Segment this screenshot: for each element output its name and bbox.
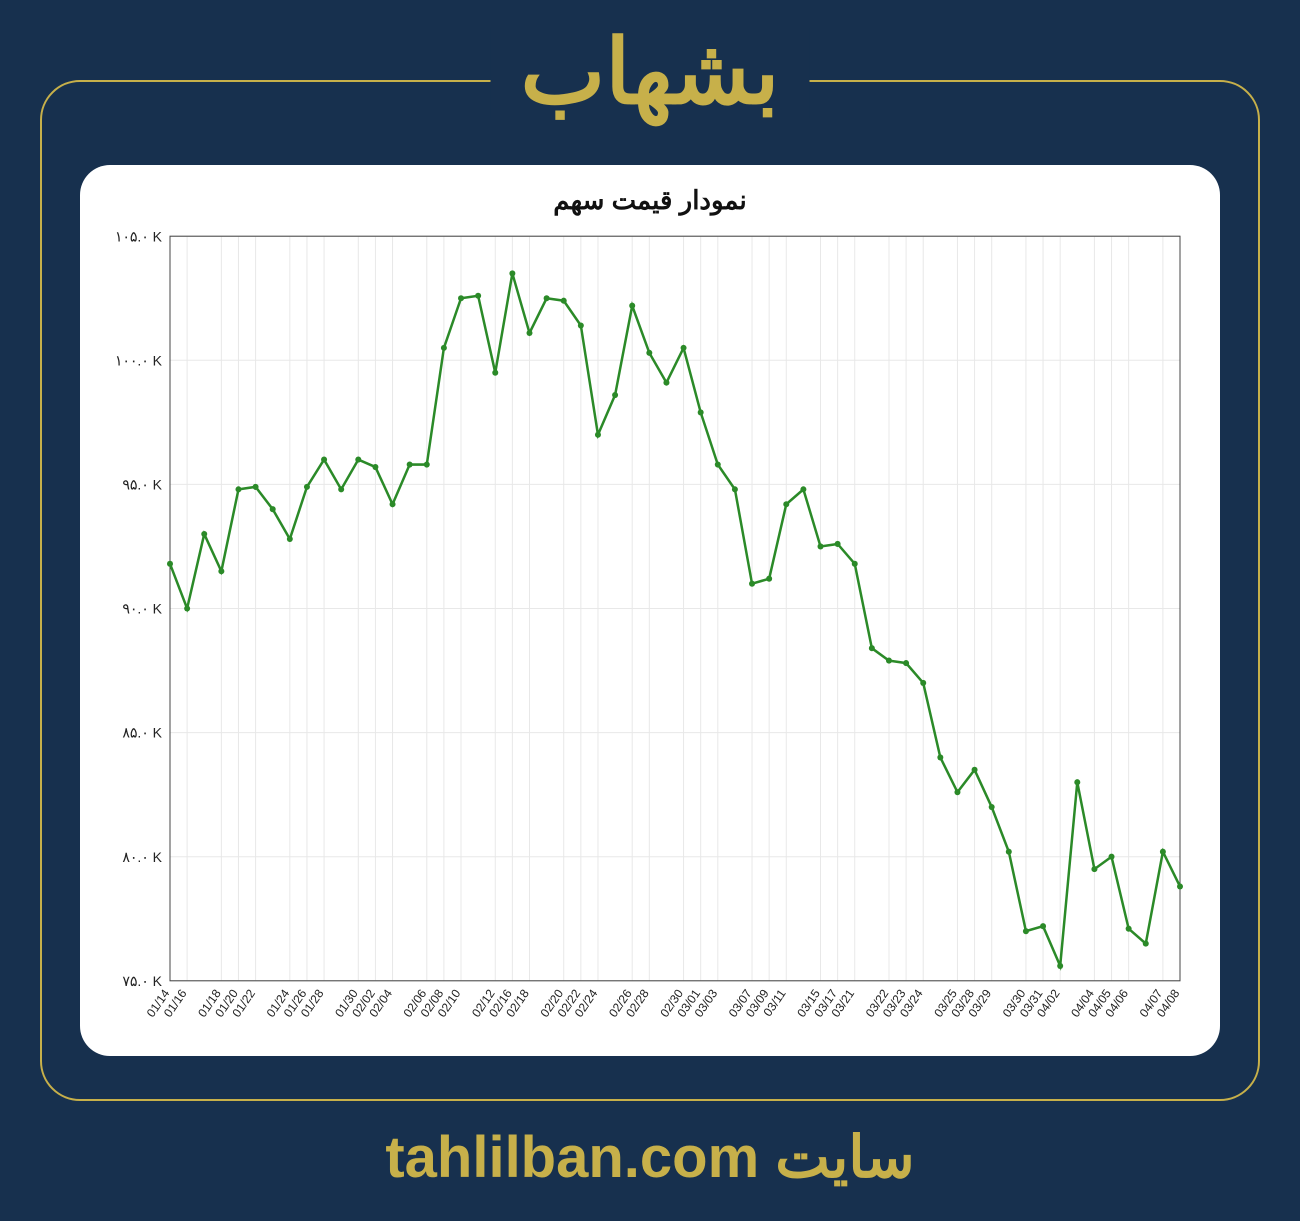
svg-text:۸۰.۰ K: ۸۰.۰ K [122,849,162,865]
chart-title: نمودار قیمت سهم [100,185,1200,216]
footer-credit: سایت tahlilban.com [385,1123,914,1191]
svg-text:۹۰.۰ K: ۹۰.۰ K [122,600,162,616]
footer-url: tahlilban.com [385,1125,759,1190]
footer-label: سایت [775,1125,914,1190]
svg-text:۷۵.۰ K: ۷۵.۰ K [122,973,162,989]
svg-text:۸۵.۰ K: ۸۵.۰ K [122,725,162,741]
svg-text:۱۰۵.۰ K: ۱۰۵.۰ K [115,228,163,244]
svg-text:۱۰۰.۰ K: ۱۰۰.۰ K [115,352,163,368]
price-chart: ۷۵.۰ K ۸۰.۰ K ۸۵.۰ K ۹۰.۰ K ۹۵.۰ K ۱۰۰.۰ K ۱۰۵… [100,226,1200,1042]
svg-text:۹۵.۰ K: ۹۵.۰ K [122,476,162,492]
chart-card: نمودار قیمت سهم ۷۵.۰ K ۸۰.۰ K ۸۵.۰ K ۹۰.۰ K… [80,165,1220,1056]
page-title: بشهاب [491,28,810,118]
